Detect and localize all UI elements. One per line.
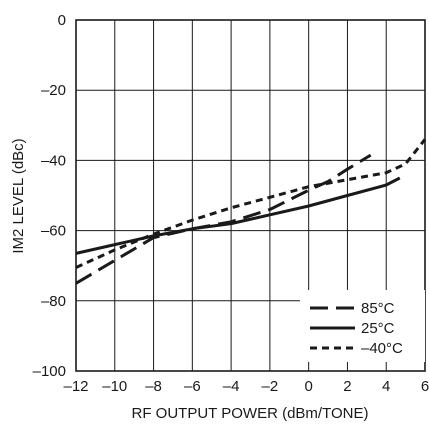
x-tick-label: –12: [63, 378, 88, 395]
grid-lines: [76, 20, 425, 371]
x-tick-label: 0: [304, 378, 312, 395]
legend-box: [300, 290, 425, 362]
legend-label: 85°C: [361, 300, 395, 317]
y-tick-label: –100: [33, 363, 66, 380]
y-tick-label: –80: [41, 293, 66, 310]
legend: 85°C 25°C –40°C: [300, 290, 425, 362]
y-tick-label: –40: [41, 152, 66, 169]
y-tick-label: –20: [41, 82, 66, 99]
y-tick-label: –60: [41, 223, 66, 240]
series-lines: [75, 138, 427, 285]
x-axis-label: RF OUTPUT POWER (dBm/TONE): [132, 405, 369, 422]
x-tick-label: 6: [421, 378, 429, 395]
x-tick-label: 2: [343, 378, 351, 395]
tick-labels: –12 –10 –8 –6 –4 –2 0 2 4 60–20–40–60–80–100: [33, 12, 429, 395]
series-line: [75, 138, 427, 269]
x-tick-label: –2: [262, 378, 279, 395]
series-line: [75, 176, 401, 255]
y-tick-label: 0: [58, 12, 66, 29]
x-tick-label: –4: [223, 378, 240, 395]
x-tick-label: 4: [382, 378, 390, 395]
x-tick-label: –8: [145, 378, 162, 395]
series-line: [75, 153, 372, 285]
x-tick-label: –6: [184, 378, 201, 395]
plot-frame: [75, 19, 426, 372]
y-axis-label: IM2 LEVEL (dBc): [10, 138, 27, 253]
legend-label: –40°C: [361, 340, 403, 357]
x-tick-label: –10: [102, 378, 127, 395]
legend-label: 25°C: [361, 320, 395, 337]
